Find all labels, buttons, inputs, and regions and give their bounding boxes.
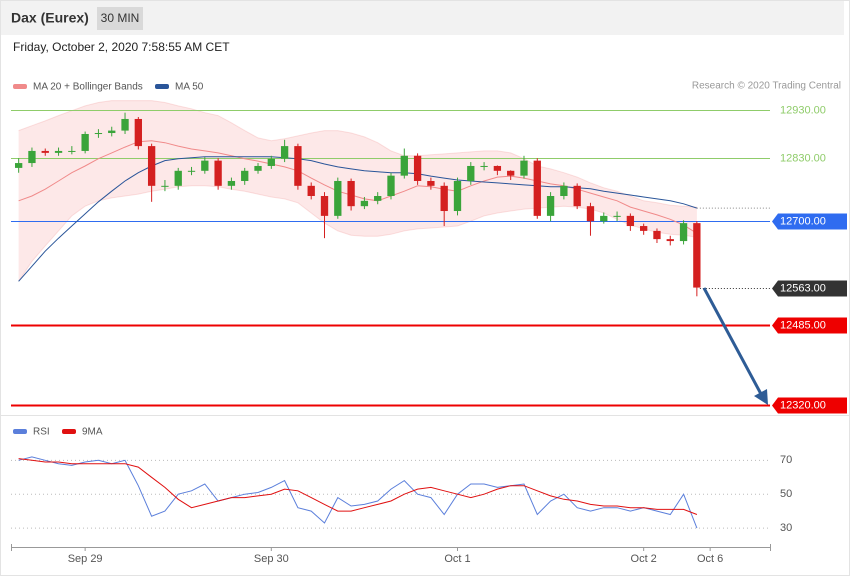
candle-body: [241, 170, 249, 181]
candle-body: [187, 170, 196, 172]
candle-body: [413, 155, 422, 181]
interval[interactable]: 30 MIN: [101, 11, 140, 25]
candle-body: [307, 185, 315, 197]
candle-body: [294, 146, 302, 186]
candle-body: [161, 185, 169, 187]
candle-body: [201, 160, 209, 171]
level-label-box: [772, 213, 847, 230]
candle-body: [94, 133, 103, 135]
x-tick-label: Oct 6: [697, 553, 723, 565]
ma50-line: [18, 156, 698, 282]
candle-body: [626, 215, 635, 227]
level-label: 12830.00: [780, 152, 826, 164]
last-price-box: [772, 280, 847, 297]
level-label: 12700.00: [780, 215, 826, 227]
candle-body: [81, 133, 89, 151]
candle-body: [400, 155, 408, 176]
rsi-line: [18, 456, 698, 529]
level-label-box: [772, 397, 847, 414]
candle-body: [227, 180, 236, 186]
level-label-box: [772, 317, 847, 334]
plot: 12930.00 12830.00 12700.00 12485.00 12320.00…: [11, 100, 847, 565]
candle-body: [334, 180, 342, 216]
level-label: 12320.00: [780, 399, 826, 411]
candle-body: [121, 118, 129, 131]
bollinger-lower: [18, 185, 697, 282]
candle-body: [507, 170, 515, 176]
interval-box[interactable]: [97, 7, 143, 30]
candle-body: [214, 160, 222, 186]
candle-body: [14, 163, 23, 168]
x-tick-label: Sep 30: [254, 553, 289, 565]
candle-body: [693, 223, 701, 288]
bollinger-upper: [18, 100, 697, 208]
candle-body: [41, 150, 49, 153]
credit: Research © 2020 Trading Central: [692, 81, 841, 92]
bollinger-area: [18, 100, 697, 282]
candle-body: [174, 170, 182, 186]
candle-body: [254, 165, 262, 171]
candle-body: [520, 160, 528, 176]
candle-body: [613, 215, 621, 217]
x-tick-label: Sep 29: [68, 553, 103, 565]
candle-body: [453, 180, 462, 212]
ma20-line: [18, 140, 698, 234]
candle-body: [666, 239, 674, 242]
rsi-line: [18, 458, 698, 515]
candle-body: [28, 150, 36, 164]
y-tick-label: 70: [780, 454, 792, 466]
candle-body: [267, 158, 275, 166]
legend-swatch: [62, 429, 76, 434]
candle-body: [68, 150, 76, 152]
legend-label: RSI: [33, 427, 50, 438]
level-label: 12930.00: [780, 104, 826, 116]
candle-body: [360, 200, 369, 207]
candle-body: [600, 215, 608, 222]
candle-body: [546, 196, 555, 216]
candle-body: [320, 196, 329, 216]
x-tick-label: Oct 1: [444, 553, 470, 565]
candle-body: [280, 146, 289, 159]
legend-label: MA 50: [175, 82, 204, 93]
y-tick-label: 50: [780, 488, 792, 500]
candle-body: [427, 180, 435, 186]
candle-body: [54, 150, 63, 153]
candle-body: [640, 226, 648, 231]
candle-body: [480, 165, 488, 167]
candle-body: [440, 185, 448, 212]
candle-body: [493, 165, 502, 171]
last-price-label: 12563.00: [780, 282, 826, 294]
legend-swatch: [13, 84, 27, 89]
timestamp: Friday, October 2, 2020 7:58:55 AM CET: [13, 40, 230, 54]
y-tick-label: 30: [780, 522, 792, 534]
candle-body: [573, 185, 581, 207]
candle-body: [374, 196, 382, 201]
candle-body: [586, 206, 595, 222]
level-label: 12485.00: [780, 319, 826, 331]
arrow-head: [754, 389, 768, 405]
candle-body: [653, 230, 661, 240]
instrument-title: Dax (Eurex): [11, 10, 89, 26]
candle-body: [560, 185, 568, 197]
candle-body: [134, 118, 142, 147]
candle-body: [679, 223, 688, 242]
candle-body: [147, 146, 156, 186]
legend-label: 9MA: [82, 427, 103, 438]
legend-swatch: [13, 429, 27, 434]
candle-body: [467, 165, 475, 181]
candle-body: [387, 175, 395, 197]
legend-label: MA 20 + Bollinger Bands: [33, 82, 143, 93]
x-tick-label: Oct 2: [631, 553, 657, 565]
legend-swatch: [155, 84, 169, 89]
candle-body: [533, 160, 541, 216]
forecast-arrow: [702, 287, 768, 405]
candle-body: [108, 130, 116, 134]
arrow-shaft: [702, 287, 763, 395]
candle-body: [347, 180, 355, 207]
